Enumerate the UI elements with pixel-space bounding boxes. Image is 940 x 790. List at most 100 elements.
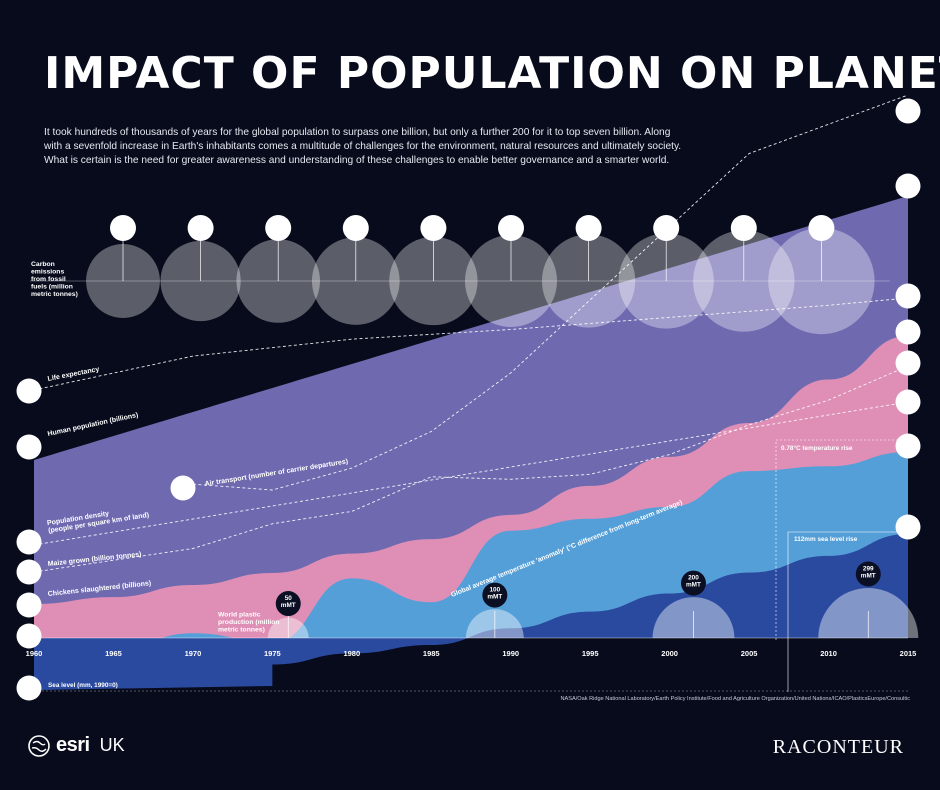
value-badge-label: 7.35BN <box>896 184 920 191</box>
value-badge-label: 0°C <box>23 633 35 641</box>
x-tick-label: 1990 <box>502 649 519 658</box>
value-badge <box>895 514 921 540</box>
value-badge-label: 32.9M <box>898 109 918 116</box>
value-badge-label: 62BN <box>899 330 917 337</box>
temperature-rise-bracket <box>775 439 906 640</box>
value-badge <box>895 283 921 309</box>
carbon-value-label: 5,417 mMT <box>426 220 442 234</box>
annotations: 0.78°C temperature rise 112mm sea level r… <box>775 439 906 692</box>
value-badge-label: 52.5 <box>22 389 36 396</box>
intro-line: What is certain is the need for greater … <box>44 155 670 166</box>
carbon-value-badge <box>498 215 524 241</box>
plastic-value-badge <box>855 561 881 587</box>
globe-icon <box>28 734 50 757</box>
x-tick-label: 2005 <box>741 649 758 658</box>
value-badge-label: 3.02 BN <box>22 441 36 456</box>
carbon-value-badge <box>420 215 447 241</box>
carbon-value-label: 4,596 mMT <box>270 220 286 234</box>
esri-wordmark: esri <box>56 734 90 756</box>
sea-level-area <box>34 638 273 690</box>
carbon-value-badge <box>342 215 369 241</box>
plastic-value-badge <box>680 570 706 596</box>
plastic-value-label: 100 mMT <box>487 587 502 601</box>
value-badge-label: 6.58 BN <box>22 599 36 614</box>
value-badge-label: 0.78 °C <box>901 440 915 455</box>
carbon-bubbles: 3,130 mMT 4,053 mMT 4,596 mMT 5,301 mMT 5,417 mMT… <box>86 215 875 335</box>
sea-level-label: Sea level (mm, 1990=0) <box>48 682 118 689</box>
carbon-value-badge <box>653 215 680 241</box>
value-badge <box>895 319 921 345</box>
carbon-value-label: 9,137 mMT <box>814 220 830 234</box>
sources-text: NASA/Oak Ridge National Laboratory/Earth… <box>560 696 910 702</box>
sea-level-rise-annotation: 112mm sea level rise <box>794 536 858 543</box>
x-tick-label: 1970 <box>185 649 202 658</box>
raconteur-logo: RACONTEUR <box>772 736 904 758</box>
x-tick-label: 1980 <box>343 649 360 658</box>
life-expectancy-line <box>33 297 909 391</box>
carbon-value-label: 3,130 mMT <box>115 220 131 234</box>
value-badge-label: -44.3 MM <box>21 682 37 697</box>
carbon-value-label: 4,053 mMT <box>193 220 209 234</box>
value-badge <box>895 173 921 199</box>
x-tick-label: 2010 <box>820 649 837 658</box>
value-badge <box>895 98 921 124</box>
x-tick-label: 2000 <box>661 649 678 658</box>
x-tick-label: 1995 <box>582 649 599 658</box>
carbon-value-badge <box>265 215 292 241</box>
plastic-value-badge <box>275 591 301 617</box>
page-title: IMPACT OF POPULATION ON PLANET <box>44 48 940 99</box>
plastic-value-badge <box>482 582 508 608</box>
value-badge <box>895 350 921 376</box>
value-badge-label: 71.5 <box>901 294 915 301</box>
plastic-production-label: World plastic production (million metric t… <box>218 612 280 634</box>
value-badges: 52.5 3.02 BN 23.7 205 BN 6.58 BN 0°C -44.3 MM 9.4M 3… <box>16 98 921 701</box>
value-badge <box>16 434 42 460</box>
value-badge-label: 1.038 BN <box>899 357 917 372</box>
intro-text: It took hundreds of thousands of years f… <box>44 126 744 168</box>
air-transport-line <box>192 94 909 491</box>
intro-line: with a sevenfold increase in Earth's inh… <box>44 141 682 152</box>
plastic-value-label: 50 mMT <box>281 595 296 609</box>
carbon-value-badge <box>110 215 136 241</box>
value-badge-label: 67.7 MM <box>901 521 915 536</box>
value-badge <box>16 592 42 618</box>
maize-line <box>33 365 909 573</box>
value-badge-label: 9.4M <box>175 486 191 493</box>
value-badge-label: 56.6 <box>901 400 915 407</box>
value-badge-label: 23.7 <box>22 540 36 547</box>
x-tick-label: 1985 <box>423 649 440 658</box>
plastic-value-label: 299 mMT <box>861 565 876 579</box>
carbon-value-label: 8,025 mMT <box>736 220 752 234</box>
value-badge <box>16 623 42 649</box>
value-badge <box>170 475 196 501</box>
value-badge <box>16 559 42 585</box>
sea-level-rise-bracket <box>787 531 906 692</box>
temperature-rise-annotation: 0.78°C temperature rise <box>781 444 853 452</box>
value-badge <box>895 389 921 415</box>
esri-uk-logo: esri UK <box>28 734 125 757</box>
carbon-value-label: 5,301 mMT <box>348 220 364 234</box>
carbon-value-label: 6,344 mMT <box>581 220 597 234</box>
x-tick-label: 2015 <box>900 649 917 658</box>
carbon-value-badge <box>575 215 602 241</box>
carbon-emissions-label: Carbon emissions from fossil fuels (million… <box>31 261 78 298</box>
value-badge-label: 205 BN <box>23 566 35 581</box>
x-tick-label: 1960 <box>26 649 43 658</box>
life-expectancy-label: Life expectancy <box>47 366 100 383</box>
carbon-value-badge <box>187 215 214 241</box>
x-tick-label: 1965 <box>105 649 122 658</box>
carbon-value-badge <box>808 215 835 241</box>
intro-line: It took hundreds of thousands of years f… <box>44 127 671 138</box>
carbon-value-badge <box>730 215 757 241</box>
x-axis-ticks: 1960 1965 1970 1975 1980 1985 1990 1995 2000 2005… <box>26 649 917 658</box>
plastic-value-label: 200 mMT <box>686 575 701 589</box>
population-density-line <box>33 401 909 546</box>
x-tick-label: 1975 <box>264 649 281 658</box>
value-badge <box>16 378 42 404</box>
value-badge <box>16 529 42 555</box>
value-badge <box>16 675 42 701</box>
esri-uk-suffix: UK <box>99 735 125 755</box>
plastic-semicircles: 50 mMT 100 mMT 200 mMT 299 mMT <box>267 561 919 638</box>
carbon-value-label: 6,727 mMT <box>658 220 674 234</box>
